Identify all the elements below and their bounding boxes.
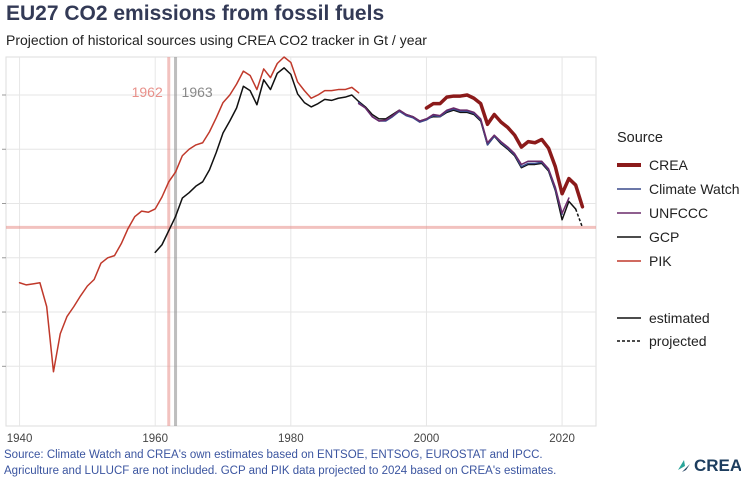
- legend-item-pik: PIK: [617, 251, 672, 271]
- crea-logo-icon: [678, 460, 690, 472]
- logo-text: CREA: [694, 456, 741, 475]
- legend-label: Climate Watch: [649, 181, 740, 197]
- x-tick-label: 1980: [278, 433, 304, 445]
- caption-line-1: Source: Climate Watch and CREA's own est…: [4, 449, 543, 461]
- crea-logo: CREA: [676, 456, 741, 476]
- legend-item-crea: CREA: [617, 155, 688, 175]
- caption-line-2: Agriculture and LULUCF are not included.…: [4, 465, 557, 477]
- reference-label-1963: 1963: [182, 84, 213, 100]
- series-pik: [18, 56, 360, 373]
- legend-item-gcp: GCP: [617, 227, 679, 247]
- legend-swatch: [617, 317, 641, 319]
- legend-swatch: [617, 340, 641, 342]
- series-unfccc: [357, 102, 570, 215]
- chart-title: EU27 CO2 emissions from fossil fuels: [6, 2, 385, 25]
- x-tick-label: 2000: [414, 433, 440, 445]
- legend-title: Source: [617, 130, 663, 146]
- legend-label: CREA: [649, 157, 688, 173]
- legend-label: PIK: [649, 253, 672, 269]
- legend-swatch: [617, 260, 641, 262]
- legend-swatch: [617, 212, 641, 214]
- legend-linetype-estimated: estimated: [617, 308, 710, 328]
- series-crea: [424, 93, 585, 209]
- legend-item-unfccc: UNFCCC: [617, 203, 708, 223]
- series-gcp: [154, 67, 577, 254]
- legend-linetype-projected: projected: [617, 331, 707, 351]
- series-gcp-projected: [574, 208, 584, 228]
- legend-label: GCP: [649, 229, 680, 245]
- legend-label: UNFCCC: [649, 205, 709, 221]
- legend-swatch: [617, 163, 641, 167]
- legend-swatch: [617, 236, 641, 238]
- x-tick-label: 1940: [7, 433, 33, 445]
- x-tick-label: 1960: [142, 433, 168, 445]
- reference-label-1962: 1962: [132, 84, 163, 100]
- legend-swatch: [617, 188, 641, 190]
- legend-item-climate-watch: Climate Watch: [617, 179, 740, 199]
- legend-label: estimated: [649, 310, 710, 326]
- series-climate-watch: [357, 101, 563, 216]
- legend-label: projected: [649, 333, 707, 349]
- x-tick-label: 2020: [549, 433, 575, 445]
- chart-subtitle: Projection of historical sources using C…: [6, 32, 427, 48]
- plot-border: [5, 56, 597, 427]
